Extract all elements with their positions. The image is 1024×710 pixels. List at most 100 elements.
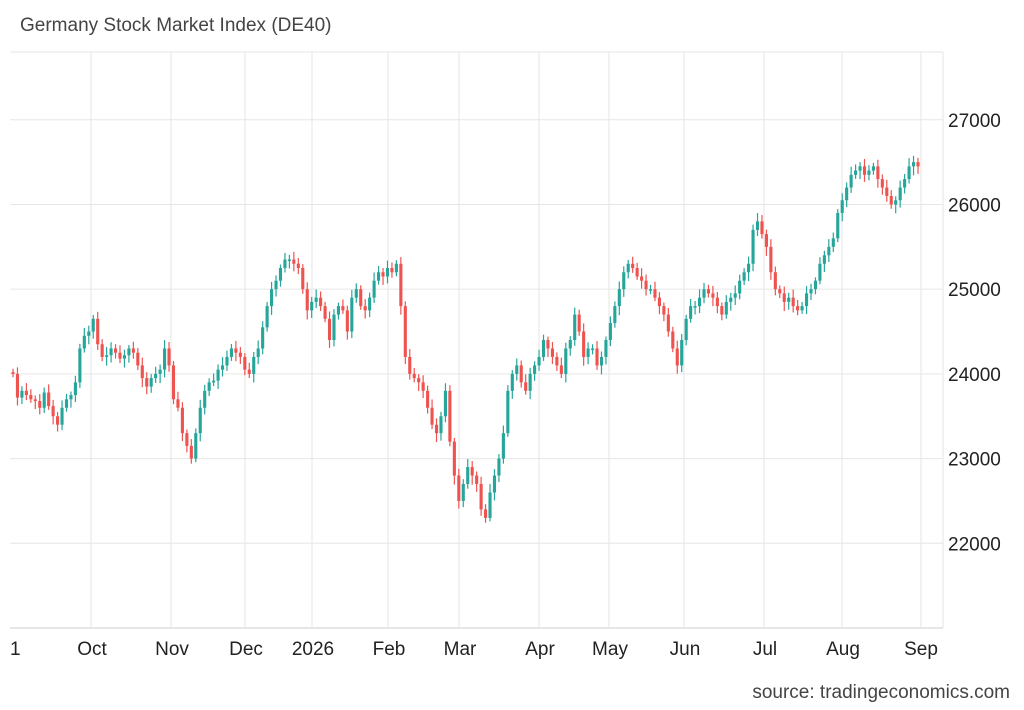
candle-body	[100, 344, 104, 357]
candle-body	[626, 263, 630, 273]
candle-body	[537, 356, 541, 366]
candle-body	[176, 399, 180, 408]
candle-body	[675, 348, 679, 366]
candle-body	[185, 433, 189, 446]
candle-body	[862, 166, 867, 175]
x-tick-label: 2026	[292, 639, 334, 660]
candle-body	[158, 369, 162, 374]
candle-body	[154, 373, 158, 379]
candle-body	[377, 272, 381, 281]
candle-body	[497, 458, 501, 476]
candle-body	[635, 268, 639, 277]
candle-body	[136, 352, 140, 366]
candle-body	[145, 378, 149, 387]
candle-body	[541, 340, 546, 357]
candle-body	[867, 170, 871, 175]
candle-body	[69, 395, 73, 400]
candle-body	[20, 390, 24, 398]
candle-body	[296, 263, 300, 268]
candle-body	[430, 407, 434, 425]
candle-body	[568, 340, 572, 349]
candle-body	[738, 280, 742, 294]
candle-body	[109, 348, 113, 356]
candle-body	[622, 272, 626, 290]
candle-body	[898, 187, 902, 201]
candle-body	[724, 301, 728, 315]
candle-body	[617, 289, 621, 307]
candle-body	[122, 355, 127, 359]
candle-body	[336, 306, 341, 315]
candle-body	[439, 416, 443, 434]
candle-body	[550, 348, 554, 357]
candle-body	[461, 484, 465, 501]
candle-body	[15, 373, 20, 398]
candle-body	[818, 263, 822, 281]
candle-body	[216, 369, 220, 381]
candle-body	[755, 221, 760, 230]
candle-body	[894, 200, 898, 205]
candle-body	[301, 268, 305, 290]
candle-body	[252, 356, 256, 374]
x-tick-label: Mar	[444, 639, 477, 660]
candle-body	[368, 297, 372, 311]
candle-body	[127, 348, 131, 356]
candle-body	[105, 355, 109, 357]
candle-body	[488, 492, 492, 518]
candle-body	[363, 306, 367, 311]
candle-body	[323, 306, 327, 319]
candle-body	[564, 348, 568, 374]
candle-body	[827, 246, 831, 256]
candle-body	[359, 289, 363, 307]
candle-body	[394, 263, 398, 273]
candle-body	[305, 289, 309, 311]
candle-body	[911, 162, 916, 167]
candle-body	[546, 340, 550, 349]
candle-body	[720, 306, 724, 315]
candle-body	[203, 390, 207, 408]
y-tick-label: 25000	[948, 280, 1001, 301]
candle-body	[533, 365, 537, 374]
candle-body	[711, 293, 715, 298]
candle-body	[256, 348, 260, 357]
candle-body	[310, 301, 314, 311]
candle-body	[403, 306, 407, 357]
candle-body	[555, 356, 559, 366]
candle-body	[573, 314, 577, 340]
y-tick-label: 24000	[948, 365, 1001, 386]
candle-body	[506, 390, 510, 434]
candle-body	[484, 509, 488, 518]
candle-body	[278, 268, 283, 281]
candle-body	[225, 356, 229, 366]
candle-body	[274, 280, 278, 290]
candle-body	[140, 365, 144, 379]
candle-body	[791, 297, 795, 307]
candle-body	[171, 365, 176, 400]
candle-body	[702, 289, 706, 298]
candle-body	[24, 390, 28, 396]
candle-body	[631, 263, 635, 268]
candle-body	[372, 280, 376, 298]
candle-body	[292, 259, 296, 264]
y-tick-label: 23000	[948, 450, 1001, 471]
candle-body	[149, 378, 153, 387]
candle-body	[706, 289, 711, 294]
candle-body	[787, 297, 791, 302]
x-axis: 1 Oct Nov Dec 2026 Feb Mar Apr May Jun Jul Aug Sep	[10, 639, 938, 660]
candle-body	[662, 306, 666, 315]
candle-body	[885, 187, 889, 196]
candle-body	[11, 372, 15, 374]
x-tick-label: Jun	[670, 639, 701, 660]
candle-body	[194, 433, 198, 459]
candle-body	[283, 259, 287, 268]
candle-body	[234, 348, 238, 353]
candle-body	[644, 280, 648, 290]
candle-body	[38, 400, 42, 408]
candle-body	[582, 331, 586, 357]
candle-body	[519, 365, 523, 383]
candle-body	[261, 327, 265, 349]
candle-body	[916, 162, 920, 167]
candle-body	[684, 318, 688, 340]
x-tick-label: Nov	[155, 639, 189, 660]
candle-body	[831, 238, 835, 247]
candle-body	[608, 323, 612, 340]
